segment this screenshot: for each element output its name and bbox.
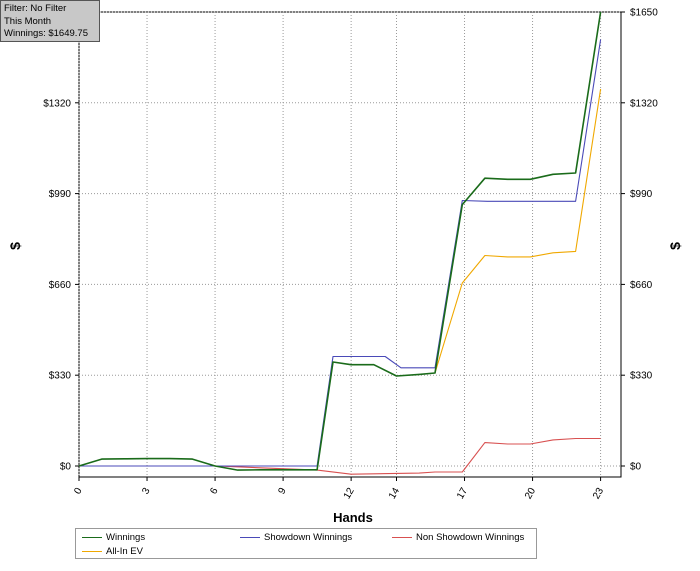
legend-swatch-winnings [82, 537, 102, 538]
legend-swatch-non-showdown-winnings [392, 537, 412, 538]
legend-label-winnings: Winnings [106, 532, 146, 543]
legend-label-showdown-winnings: Showdown Winnings [264, 532, 353, 543]
y-tick-label-right: $330 [630, 371, 653, 382]
y-tick-label-right: $660 [630, 280, 653, 291]
y-tick-label-right: $1650 [630, 8, 658, 19]
series-lines [78, 11, 602, 475]
legend-label-all-in-ev: All-In EV [106, 546, 143, 557]
x-axis-label: Hands [333, 510, 373, 525]
winnings-text: Winnings: $1649.75 [4, 28, 88, 39]
y-tick-label-right: $1320 [630, 98, 658, 109]
legend-label-non-showdown-winnings: Non Showdown Winnings [416, 532, 525, 543]
x-tick-label: 23 [591, 486, 606, 502]
y-tick-label-left: $0 [60, 461, 72, 472]
x-tick-label: 3 [140, 486, 153, 497]
series-line-all-in-ev [434, 88, 602, 374]
legend-swatch-all-in-ev [82, 551, 102, 552]
filter-text: Filter: No Filter [4, 3, 67, 14]
y-tick-label-left: $330 [49, 371, 72, 382]
x-tick-label: 9 [276, 486, 289, 497]
y-tick-label-left: $660 [49, 280, 72, 291]
x-tick-label: 12 [342, 486, 357, 502]
series-line-winnings [78, 11, 602, 471]
x-tick-label: 6 [208, 486, 221, 497]
legend-item-non-showdown-winnings: Non Showdown Winnings [392, 532, 524, 543]
legend: Winnings Showdown Winnings Non Showdown … [75, 528, 537, 559]
y-tick-label-right: $990 [630, 189, 653, 200]
x-tick-label: 17 [455, 486, 470, 502]
y-axis-label-right: $ [667, 242, 683, 250]
y-tick-label-right: $0 [630, 461, 642, 472]
x-tick-label: 0 [72, 486, 85, 497]
filter-info-box: Filter: No Filter This Month Winnings: $… [0, 0, 100, 42]
series-line-showdown-winnings [79, 39, 602, 467]
legend-item-showdown-winnings: Showdown Winnings [240, 532, 352, 543]
legend-item-winnings: Winnings [82, 532, 145, 543]
period-text: This Month [4, 15, 51, 27]
y-tick-label-left: $990 [49, 189, 72, 200]
y-tick-label-left: $1320 [43, 98, 71, 109]
legend-item-all-in-ev: All-In EV [82, 546, 143, 557]
legend-swatch-showdown-winnings [240, 537, 260, 538]
x-tick-label: 20 [523, 486, 538, 502]
y-axis-label-left: $ [7, 242, 23, 250]
plot-area [78, 11, 622, 478]
x-tick-label: 14 [387, 486, 402, 502]
